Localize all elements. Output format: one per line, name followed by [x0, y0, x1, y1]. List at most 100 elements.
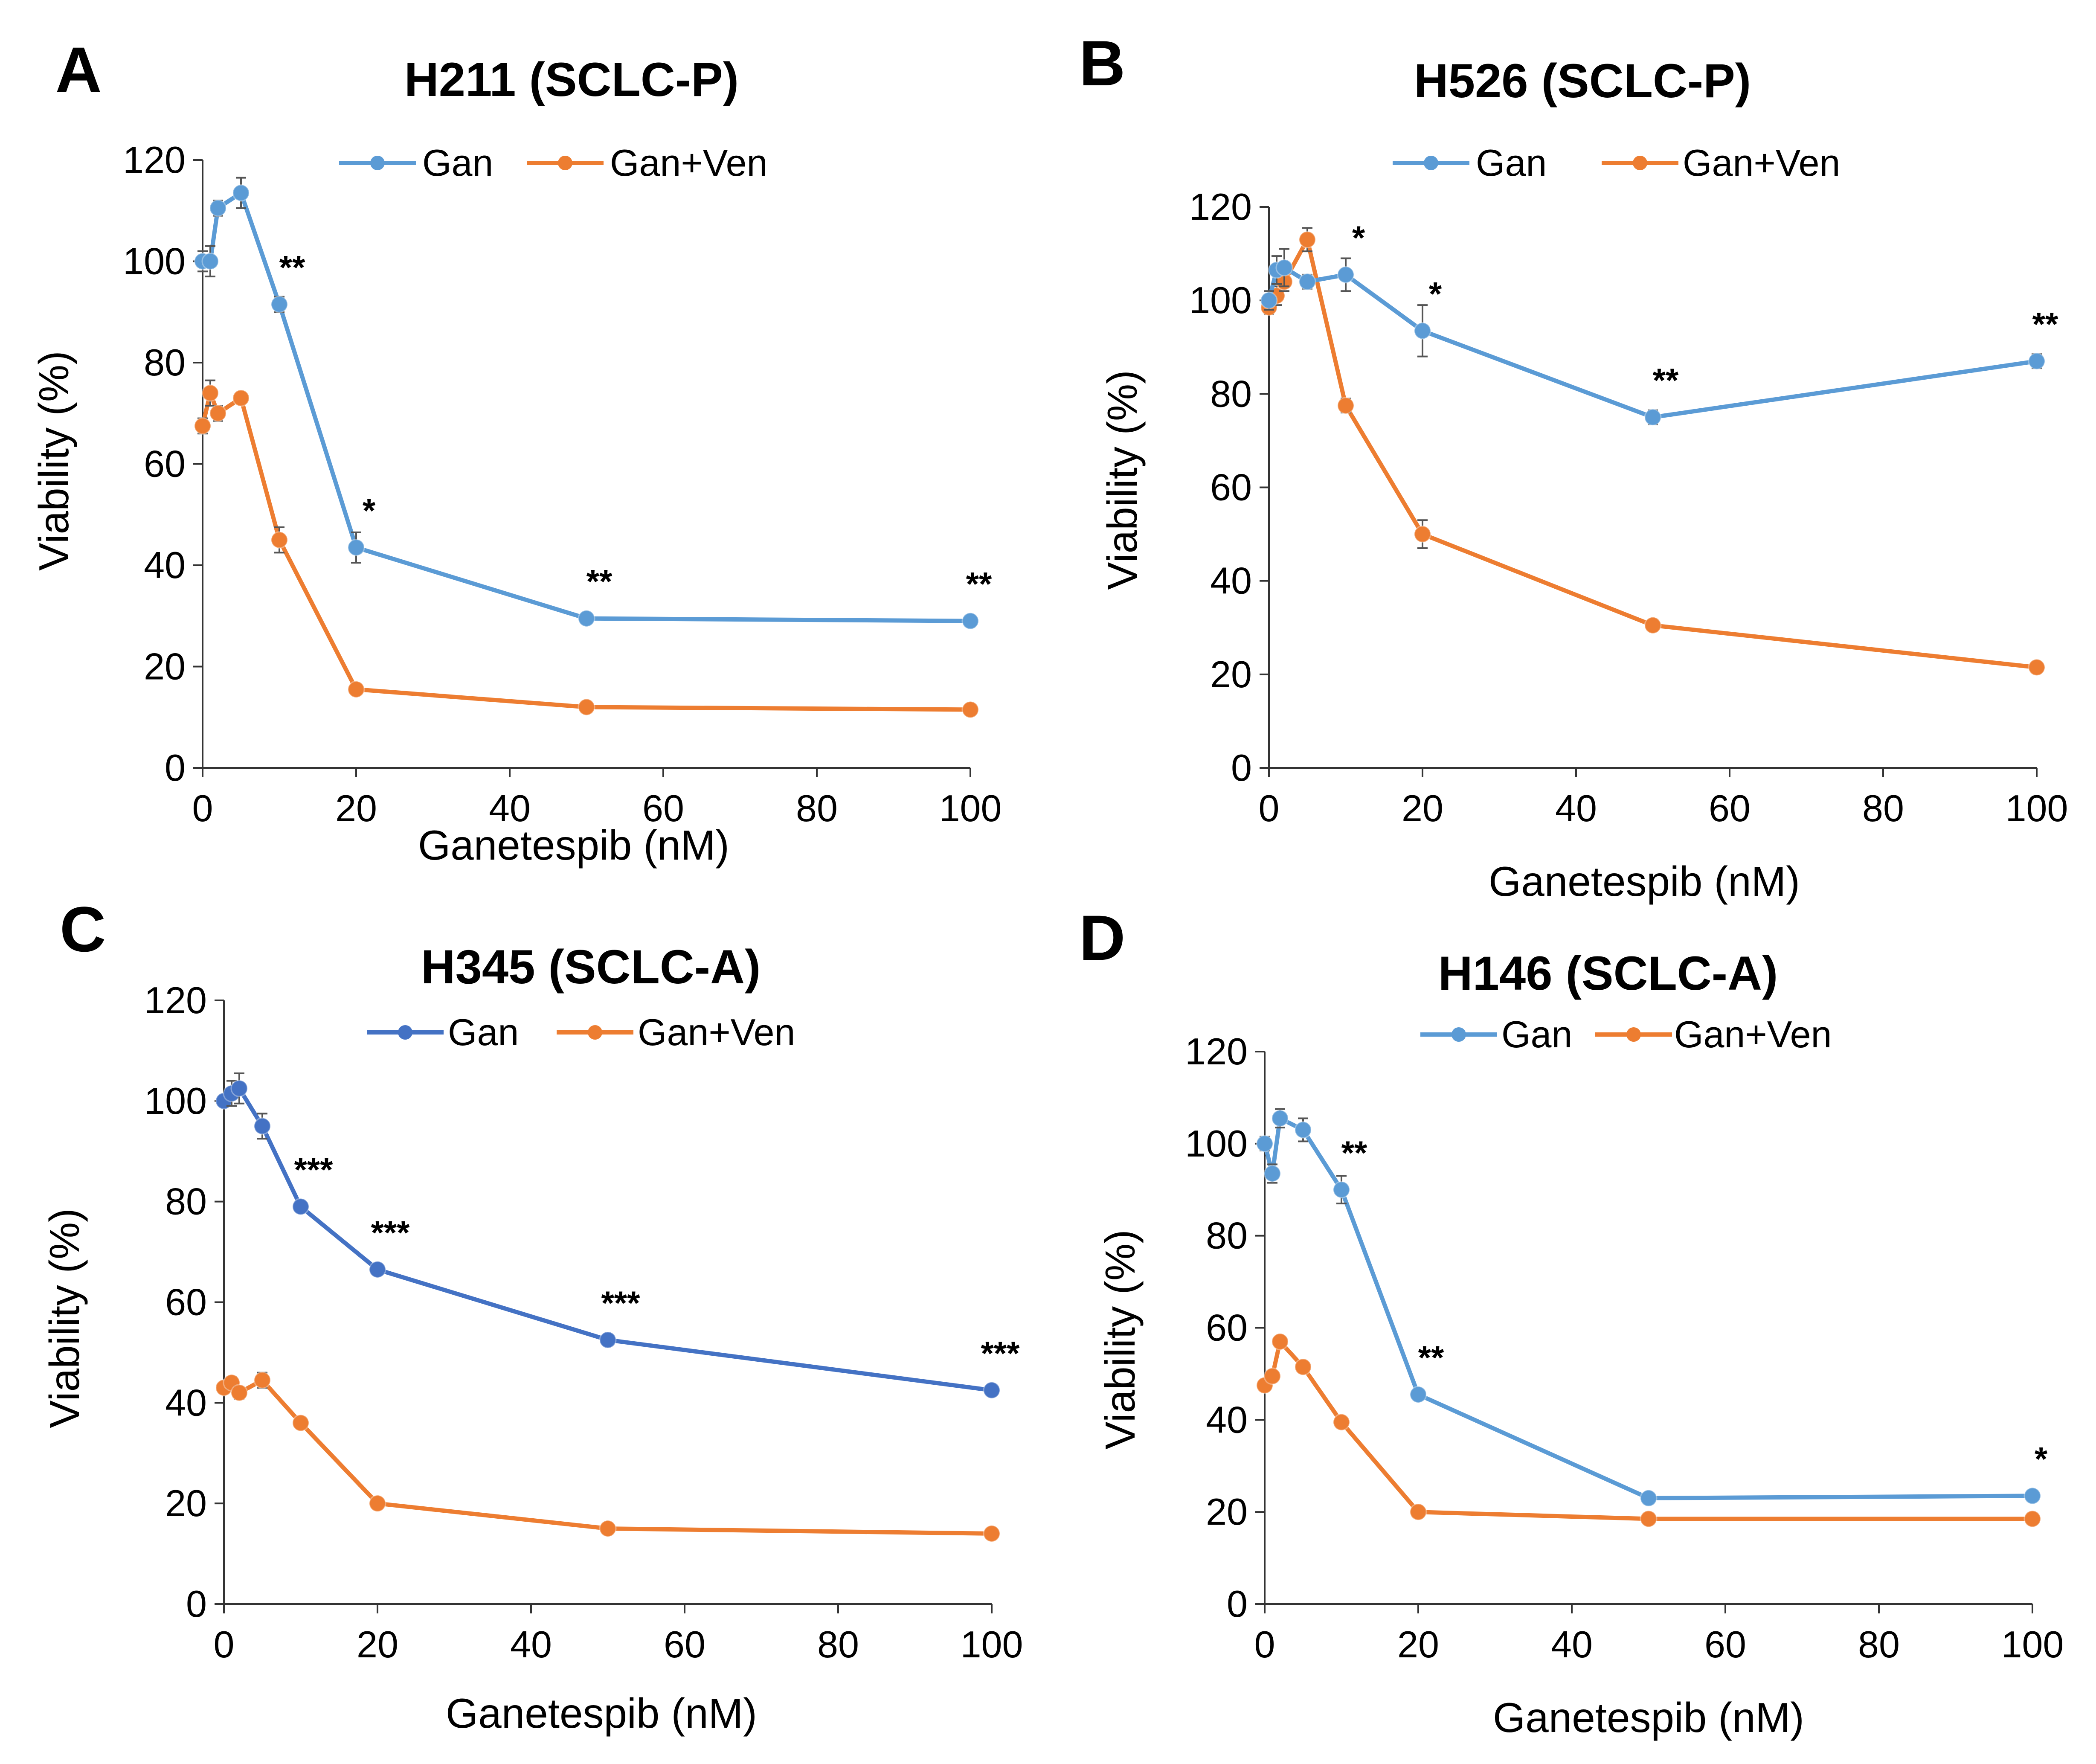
legend-marker-gan — [370, 156, 385, 170]
data-point-gan — [201, 253, 219, 270]
y-tick-label: 120 — [144, 979, 207, 1021]
data-point-gan — [253, 1117, 271, 1135]
y-tick-label: 40 — [1210, 560, 1252, 602]
data-point-gan-ven — [1414, 525, 1431, 543]
data-point-gan — [1644, 408, 1662, 426]
y-tick-label: 100 — [123, 240, 186, 282]
series-line-gan-ven — [223, 1378, 992, 1536]
legend-label-gan-ven: Gan+Ven — [1683, 142, 1840, 184]
y-tick-label: 120 — [1189, 186, 1252, 228]
x-tick-label: 100 — [961, 1623, 1023, 1665]
data-point-gan-ven — [2028, 658, 2046, 676]
y-tick-label: 20 — [165, 1482, 207, 1524]
x-axis-label: Ganetespib (nM) — [418, 822, 729, 869]
significance-label: * — [1429, 275, 1442, 312]
y-tick-label: 20 — [1210, 653, 1252, 695]
series-line-gan — [203, 191, 971, 623]
significance-label: *** — [371, 1214, 410, 1251]
y-tick-label: 40 — [144, 544, 186, 586]
data-point-gan-ven — [1644, 616, 1662, 634]
series-line-gan — [1263, 1116, 2033, 1500]
data-point-gan-ven — [253, 1371, 271, 1389]
data-point-gan-ven — [1640, 1510, 1658, 1528]
x-axis-label: Ganetespib (nM) — [1489, 858, 1800, 905]
data-point-gan — [209, 199, 227, 217]
data-point-gan — [1271, 1109, 1289, 1127]
data-point-gan-ven — [1298, 231, 1316, 249]
significance-label: ** — [1653, 361, 1679, 399]
x-tick-label: 80 — [1862, 787, 1904, 829]
chart-title: H146 (SCLC-A) — [1438, 947, 1778, 1000]
data-point-gan-ven — [230, 1384, 248, 1402]
data-point-gan-ven — [232, 389, 250, 407]
x-tick-label: 0 — [214, 1623, 235, 1665]
y-tick-label: 80 — [144, 341, 186, 384]
x-tick-label: 80 — [796, 787, 838, 829]
y-tick-label: 80 — [1206, 1215, 1248, 1257]
data-point-gan — [1332, 1181, 1350, 1199]
y-tick-label: 60 — [144, 443, 186, 485]
legend-marker-gan — [398, 1025, 412, 1040]
data-point-gan — [1263, 1165, 1281, 1183]
legend-label-gan: Gan — [1501, 1013, 1572, 1055]
x-tick-label: 0 — [1254, 1623, 1275, 1665]
x-tick-label: 0 — [1259, 787, 1280, 829]
y-axis-label: Viability (%) — [41, 1208, 88, 1428]
legend-label-gan-ven: Gan+Ven — [610, 142, 767, 184]
data-point-gan-ven — [1409, 1503, 1427, 1521]
significance-label: *** — [294, 1151, 333, 1188]
data-point-gan — [1294, 1121, 1312, 1139]
x-tick-label: 100 — [939, 787, 1002, 829]
chart-title: H345 (SCLC-A) — [421, 940, 761, 994]
y-tick-label: 100 — [144, 1080, 207, 1122]
data-point-gan — [599, 1331, 617, 1349]
data-point-gan — [578, 610, 595, 628]
data-point-gan — [961, 612, 979, 630]
significance-label: ** — [2032, 305, 2058, 343]
legend: Gan Gan+Ven — [1420, 1013, 1832, 1055]
legend-marker-gan-ven — [558, 156, 572, 170]
data-point-gan-ven — [292, 1414, 310, 1432]
data-point-gan-ven — [2023, 1510, 2041, 1528]
data-point-gan-ven — [1294, 1358, 1312, 1376]
legend-label-gan-ven: Gan+Ven — [638, 1011, 795, 1053]
data-point-gan — [2028, 352, 2046, 370]
data-point-gan-ven — [1337, 397, 1355, 415]
y-tick-label: 80 — [1210, 372, 1252, 415]
x-tick-label: 100 — [2006, 787, 2068, 829]
legend-marker-gan-ven — [1626, 1027, 1641, 1042]
x-tick-label: 80 — [817, 1623, 859, 1665]
x-tick-label: 80 — [1858, 1623, 1900, 1665]
x-tick-label: 40 — [489, 787, 531, 829]
significance-label: ** — [1418, 1339, 1444, 1376]
x-tick-label: 100 — [2001, 1623, 2064, 1665]
x-tick-label: 20 — [335, 787, 377, 829]
panel-letter: D — [1079, 902, 1125, 974]
y-tick-label: 0 — [186, 1583, 207, 1625]
legend-marker-gan-ven — [1633, 156, 1647, 170]
panel-a: A H211 (SCLC-P) Gan Gan+Ven Ganetespib (… — [30, 34, 1002, 869]
significance-label: ** — [586, 563, 613, 600]
data-point-gan-ven — [1271, 1333, 1289, 1351]
y-tick-label: 0 — [1231, 747, 1252, 789]
legend-label-gan: Gan — [422, 142, 493, 184]
y-axis-label: Viability (%) — [1099, 370, 1146, 590]
x-tick-label: 0 — [192, 787, 213, 829]
y-tick-label: 0 — [165, 747, 186, 789]
x-tick-label: 20 — [1397, 1623, 1439, 1665]
significance-label: *** — [981, 1334, 1020, 1372]
data-point-gan — [232, 184, 250, 202]
y-tick-label: 100 — [1189, 279, 1252, 321]
data-point-gan-ven — [201, 384, 219, 402]
data-point-gan — [230, 1079, 248, 1097]
x-tick-label: 60 — [1709, 787, 1751, 829]
legend-label-gan-ven: Gan+Ven — [1674, 1013, 1832, 1055]
y-axis-label: Viability (%) — [1097, 1229, 1144, 1450]
y-tick-label: 60 — [1206, 1307, 1248, 1349]
data-point-gan — [2023, 1487, 2041, 1505]
significance-label: * — [1352, 219, 1365, 256]
y-tick-label: 40 — [1206, 1398, 1248, 1441]
data-point-gan — [347, 538, 365, 556]
significance-label: * — [2035, 1440, 2048, 1477]
legend-marker-gan-ven — [588, 1025, 602, 1040]
